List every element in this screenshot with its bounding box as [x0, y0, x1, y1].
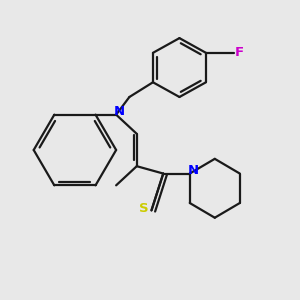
Text: F: F: [235, 46, 244, 59]
Text: N: N: [188, 164, 199, 177]
Text: N: N: [114, 105, 125, 118]
Text: S: S: [139, 202, 149, 215]
